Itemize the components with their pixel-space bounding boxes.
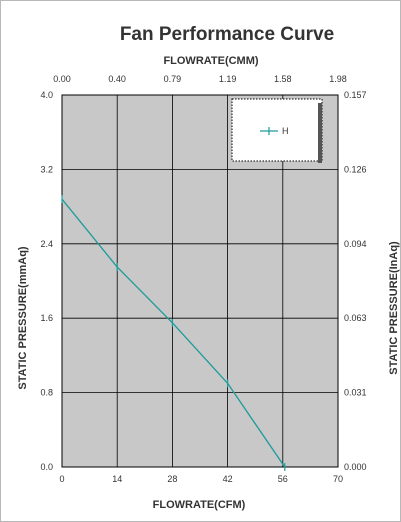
y-tick-label-right: 0.031 xyxy=(344,388,367,398)
y-axis-label-left: STATIC PRESSURE(mmAq) xyxy=(17,246,29,390)
x-tick-label-top: 1.58 xyxy=(274,74,292,84)
y-tick-label-right: 0.000 xyxy=(344,462,367,472)
y-tick-label-left: 4.0 xyxy=(40,90,53,100)
y-tick-label-left: 0.8 xyxy=(40,388,53,398)
x-tick-label-top: 0.00 xyxy=(53,74,71,84)
y-tick-label-right: 0.063 xyxy=(344,313,367,323)
y-axis-label-right: STATIC PRESSURE(InAq) xyxy=(388,241,400,375)
chart-title: Fan Performance Curve xyxy=(120,24,334,45)
legend: H xyxy=(231,98,323,163)
series-layer xyxy=(61,195,286,471)
y-tick-label-right: 0.094 xyxy=(344,239,367,249)
x-tick-label-bottom: 56 xyxy=(278,474,288,484)
x-tick-label-bottom: 70 xyxy=(333,474,343,484)
y-tick-label-left: 2.4 xyxy=(40,239,53,249)
y-tick-label-right: 0.126 xyxy=(344,164,367,174)
x-tick-label-top: 1.19 xyxy=(219,74,237,84)
tick-labels: 0 14 28 42 56 70 0.00 0.40 0.79 1.19 1.58 1.98 0.0 0.… xyxy=(40,74,366,484)
x-tick-label-top: 1.98 xyxy=(329,74,347,84)
x-tick-label-bottom: 42 xyxy=(223,474,233,484)
legend-shadow xyxy=(318,103,322,163)
x-axis-label-top: FLOWRATE(CMM) xyxy=(163,55,258,67)
y-tick-label-left: 1.6 xyxy=(40,313,53,323)
y-tick-label-left: 0.0 xyxy=(40,462,53,472)
x-tick-label-top: 0.40 xyxy=(108,74,126,84)
y-tick-label-right: 0.157 xyxy=(344,90,367,100)
x-tick-label-bottom: 14 xyxy=(112,474,122,484)
legend-label: H xyxy=(282,126,289,136)
x-tick-label-top: 0.79 xyxy=(164,74,182,84)
x-tick-label-bottom: 0 xyxy=(59,474,64,484)
plot-border xyxy=(61,94,339,468)
grid xyxy=(62,95,338,467)
x-tick-label-bottom: 28 xyxy=(167,474,177,484)
x-axis-label-bottom: FLOWRATE(CFM) xyxy=(153,499,246,511)
y-tick-label-left: 3.2 xyxy=(40,164,53,174)
legend-box xyxy=(231,98,323,162)
